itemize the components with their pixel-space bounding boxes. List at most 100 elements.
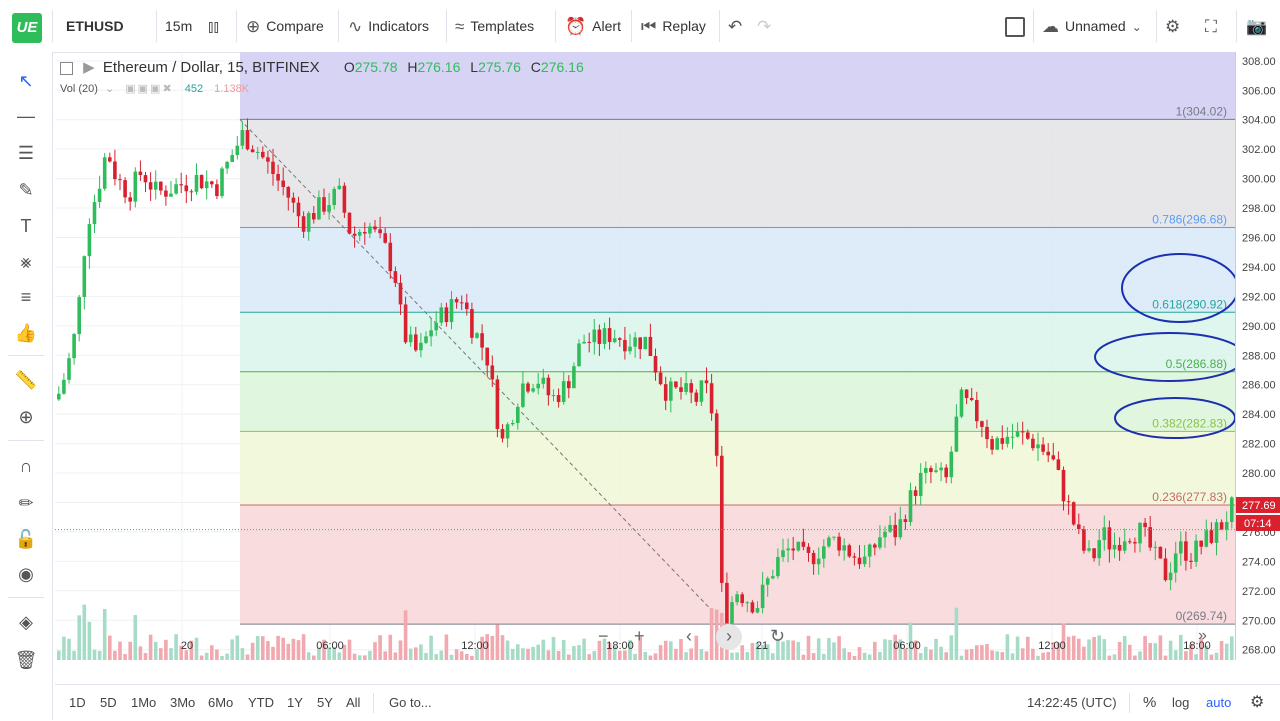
candle-body [97, 188, 102, 203]
symbol-search-button[interactable]: ETHUSD [66, 18, 124, 34]
candle-body [148, 182, 153, 190]
chevron-down-icon[interactable]: ⌄ [104, 83, 115, 95]
settings-button[interactable]: ⚙ [1165, 0, 1186, 52]
candle-body [1173, 553, 1178, 573]
templates-button[interactable]: ≈ Templates [455, 0, 534, 52]
zoom-in-button[interactable]: + [634, 626, 645, 647]
candle-body [796, 541, 801, 551]
ruler-tool[interactable]: 📏 [12, 366, 40, 394]
scroll-left-button[interactable]: ‹ [686, 626, 692, 647]
redo-button[interactable]: ↷ [757, 0, 777, 52]
alert-button[interactable]: ⏰ Alert [565, 0, 621, 52]
undo-button[interactable]: ↶ [728, 0, 748, 52]
volume-bar [771, 653, 775, 660]
indicator-wave-icon: ∿ [348, 17, 363, 37]
countdown-badge [1236, 514, 1280, 531]
volume-bar [577, 645, 581, 660]
zoom-out-button[interactable]: − [598, 626, 609, 647]
candle-body [1143, 522, 1147, 528]
volume-bar [500, 635, 505, 660]
price-tick-label: 306.00 [1242, 85, 1276, 97]
lock-tool[interactable]: 🔓 [12, 525, 40, 553]
range-5d-button[interactable]: 5D [100, 695, 117, 710]
range-all-button[interactable]: All [346, 695, 361, 710]
collapse-icon[interactable] [60, 61, 73, 75]
interval-button[interactable]: 15m [165, 18, 193, 34]
volume-bar [760, 644, 765, 660]
utc-clock[interactable]: 14:22:45 (UTC) [1027, 695, 1117, 710]
time-tick-label: 18:00 [606, 640, 634, 652]
volume-bar [113, 650, 117, 660]
volume-bar [893, 634, 897, 660]
candle-body [1168, 572, 1173, 581]
goto-date-button[interactable]: Go to... [389, 695, 432, 710]
range-ytd-button[interactable]: YTD [248, 695, 274, 710]
range-6mo-button[interactable]: 6Mo [208, 695, 234, 710]
range-1y-button[interactable]: 1Y [287, 695, 303, 710]
volume-bar [1031, 648, 1035, 660]
log-scale-toggle[interactable]: log [1172, 695, 1190, 710]
candle-body [516, 406, 520, 423]
object-tree-tool[interactable]: ◈ [12, 608, 40, 636]
time-tick-label: 12:00 [1038, 640, 1066, 652]
range-3mo-button[interactable]: 3Mo [170, 695, 196, 710]
zoom-tool[interactable]: ⊕ [12, 403, 40, 431]
text-tool[interactable]: T [12, 212, 40, 240]
trend-line-tool[interactable]: ― [12, 102, 40, 130]
candle-body [82, 256, 87, 298]
candle-body [296, 202, 301, 217]
volume-bar [592, 650, 597, 660]
candle-body [964, 389, 969, 398]
candle-body [1153, 546, 1158, 548]
volume-bar [811, 653, 816, 660]
price-chart[interactable]: 1(304.02) 0.786(296.68) 0.618(290.92) 0.5(2… [55, 52, 1235, 660]
volume-bar [1219, 641, 1224, 660]
scroll-to-realtime-button[interactable]: » [1198, 627, 1207, 645]
chart-style-button[interactable]: ⫾⫾ [208, 0, 225, 52]
fib-tool[interactable]: ☰ [12, 139, 40, 167]
candle-body [317, 197, 321, 220]
volume-bar [1026, 636, 1030, 660]
volume-bar [322, 639, 326, 660]
volume-bar [1097, 635, 1101, 660]
auto-scale-toggle[interactable]: auto [1206, 695, 1232, 710]
candle-body [1041, 444, 1045, 452]
stay-drawing-tool[interactable]: ✏ [12, 489, 40, 517]
app-logo[interactable]: UE [12, 13, 42, 43]
chart-legend: ▶ Ethereum / Dollar, 15, BITFINEX O275.7… [60, 58, 584, 76]
volume-bar [939, 646, 943, 660]
fullscreen-button[interactable]: ⛶ [1205, 0, 1223, 52]
measure-lines-icon: ≡ [20, 287, 32, 307]
time-tick-label: 20 [181, 640, 193, 652]
scroll-right-button[interactable]: › [716, 624, 742, 650]
volume-bar [225, 653, 229, 660]
indicators-button[interactable]: ∿ Indicators [348, 0, 429, 52]
volume-bar [745, 652, 750, 660]
layout-button[interactable] [1005, 0, 1025, 52]
volume-bar [240, 648, 245, 660]
replay-button[interactable]: ⏮ Replay [641, 0, 706, 52]
pattern-tool[interactable]: ⨳ [12, 248, 40, 276]
pattern-icon: ⨳ [20, 252, 32, 272]
cursor-tool[interactable]: ↖ [12, 67, 40, 95]
magnet-tool[interactable]: ∩ [12, 452, 40, 480]
range-5y-button[interactable]: 5Y [317, 695, 333, 710]
prediction-tool[interactable]: ≡ [12, 283, 40, 311]
remove-drawings-tool[interactable]: 🗑 [12, 646, 40, 674]
brush-tool[interactable]: ✎ [12, 176, 40, 204]
volume-bar [194, 637, 199, 660]
percent-scale-toggle[interactable]: % [1143, 694, 1157, 711]
range-1d-button[interactable]: 1D [69, 695, 86, 710]
visibility-tool[interactable]: ◉ [12, 560, 40, 588]
price-axis[interactable]: 308.00 306.00 304.00 302.00 300.00 298.00 296.… [1235, 52, 1280, 660]
reset-chart-button[interactable]: ↻ [770, 626, 785, 647]
compare-button[interactable]: ⊕ Compare [246, 0, 324, 52]
icon-tool[interactable]: 👍 [12, 319, 40, 347]
chart-settings-button[interactable]: ⚙ [1250, 685, 1264, 721]
study-controls-icon[interactable]: ▣▣▣✖ [125, 83, 174, 95]
snapshot-button[interactable]: 📷 [1246, 0, 1273, 52]
volume-bar [220, 655, 224, 660]
range-1mo-button[interactable]: 1Mo [131, 695, 157, 710]
layout-name-button[interactable]: ☁ Unnamed ⌄ [1042, 0, 1148, 52]
volume-label[interactable]: Vol (20) [60, 83, 98, 95]
